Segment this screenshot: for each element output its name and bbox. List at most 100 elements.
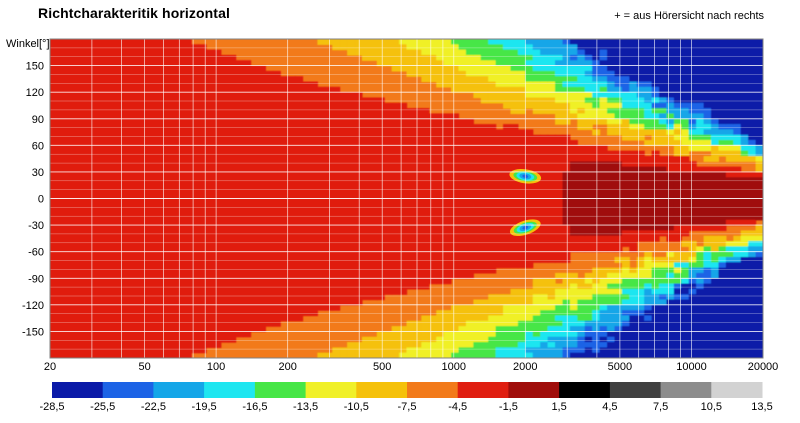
heatmap-cell	[547, 150, 556, 157]
heatmap-cell	[584, 124, 593, 130]
heatmap-cell	[584, 145, 593, 152]
heatmap-cell	[79, 262, 88, 269]
heatmap-cell	[465, 187, 474, 194]
heatmap-cell	[666, 262, 675, 269]
heatmap-cell	[280, 161, 289, 168]
heatmap-cell	[116, 182, 125, 189]
heatmap-cell	[681, 145, 690, 152]
heatmap-cell	[265, 102, 274, 109]
heatmap-cell	[696, 299, 705, 306]
heatmap-cell	[458, 230, 467, 237]
heatmap-cell	[183, 246, 192, 253]
heatmap-cell	[421, 272, 430, 279]
heatmap-cell	[421, 155, 430, 162]
heatmap-cell	[168, 54, 177, 61]
heatmap-cell	[651, 304, 660, 311]
heatmap-cell	[57, 304, 66, 311]
heatmap-cell	[250, 315, 259, 322]
heatmap-cell	[592, 177, 601, 184]
heatmap-cell	[532, 230, 541, 237]
heatmap-cell	[740, 214, 749, 221]
heatmap-cell	[101, 155, 111, 162]
heatmap-cell	[124, 225, 133, 231]
heatmap-cell	[413, 124, 422, 130]
heatmap-cell	[428, 326, 437, 333]
heatmap-cell	[451, 140, 460, 146]
heatmap-cell	[213, 70, 222, 77]
heatmap-cell	[525, 60, 534, 67]
heatmap-cell	[562, 278, 571, 285]
heatmap-cell	[673, 352, 682, 358]
heatmap-cell	[161, 60, 170, 67]
heatmap-cell	[198, 140, 207, 146]
heatmap-cell	[176, 65, 185, 72]
heatmap-cell	[287, 251, 296, 258]
heatmap-cell	[317, 262, 326, 269]
heatmap-cell	[309, 294, 318, 301]
heatmap-cell	[555, 155, 564, 162]
heatmap-cell	[651, 235, 660, 242]
heatmap-cell	[517, 336, 526, 343]
heatmap-cell	[607, 171, 616, 178]
heatmap-cell	[562, 145, 571, 152]
heatmap-cell	[621, 81, 630, 88]
heatmap-cell	[607, 92, 616, 99]
heatmap-cell	[488, 44, 497, 51]
heatmap-cell	[696, 118, 705, 125]
heatmap-cell	[644, 347, 653, 354]
heatmap-cell	[146, 342, 155, 348]
heatmap-cell	[94, 102, 103, 109]
heatmap-cell	[711, 225, 720, 231]
heatmap-cell	[64, 225, 73, 231]
heatmap-cell	[569, 203, 578, 210]
heatmap-cell	[116, 129, 125, 136]
heatmap-cell	[168, 70, 177, 77]
heatmap-cell	[510, 102, 519, 109]
heatmap-cell	[629, 315, 638, 322]
heatmap-cell	[651, 124, 660, 130]
heatmap-cell	[406, 182, 415, 189]
heatmap-cell	[562, 70, 571, 77]
heatmap-cell	[733, 60, 742, 67]
heatmap-cell	[666, 267, 675, 274]
heatmap-cell	[87, 299, 96, 306]
heatmap-cell	[324, 304, 333, 311]
heatmap-cell	[644, 304, 653, 311]
heatmap-cell	[79, 70, 88, 77]
heatmap-cell	[272, 241, 281, 247]
heatmap-cell	[317, 225, 326, 231]
heatmap-cell	[57, 193, 66, 200]
heatmap-cell	[324, 219, 333, 226]
heatmap-cell	[161, 97, 170, 104]
heatmap-cell	[562, 177, 571, 184]
heatmap-cell	[673, 315, 682, 322]
heatmap-cell	[510, 320, 519, 327]
heatmap-cell	[124, 97, 133, 104]
heatmap-cell	[644, 336, 653, 343]
heatmap-cell	[79, 235, 88, 242]
heatmap-cell	[101, 352, 111, 358]
heatmap-cell	[332, 209, 341, 216]
heatmap-cell	[636, 294, 645, 301]
heatmap-cell	[421, 54, 430, 61]
heatmap-cell	[213, 76, 222, 83]
heatmap-cell	[577, 44, 586, 51]
heatmap-cell	[354, 262, 363, 269]
heatmap-cell	[265, 155, 274, 162]
heatmap-cell	[347, 44, 356, 51]
heatmap-cell	[176, 54, 185, 61]
heatmap-cell	[57, 150, 66, 157]
heatmap-cell	[94, 134, 103, 141]
heatmap-cell	[361, 108, 370, 115]
heatmap-cell	[718, 310, 727, 317]
heatmap-cell	[361, 97, 370, 104]
heatmap-cell	[109, 92, 118, 99]
heatmap-cell	[465, 140, 474, 146]
heatmap-cell	[681, 161, 690, 168]
heatmap-cell	[547, 60, 556, 67]
heatmap-cell	[696, 336, 705, 343]
heatmap-cell	[569, 92, 578, 99]
heatmap-cell	[443, 166, 452, 173]
heatmap-cell	[725, 256, 734, 263]
heatmap-cell	[443, 352, 452, 358]
